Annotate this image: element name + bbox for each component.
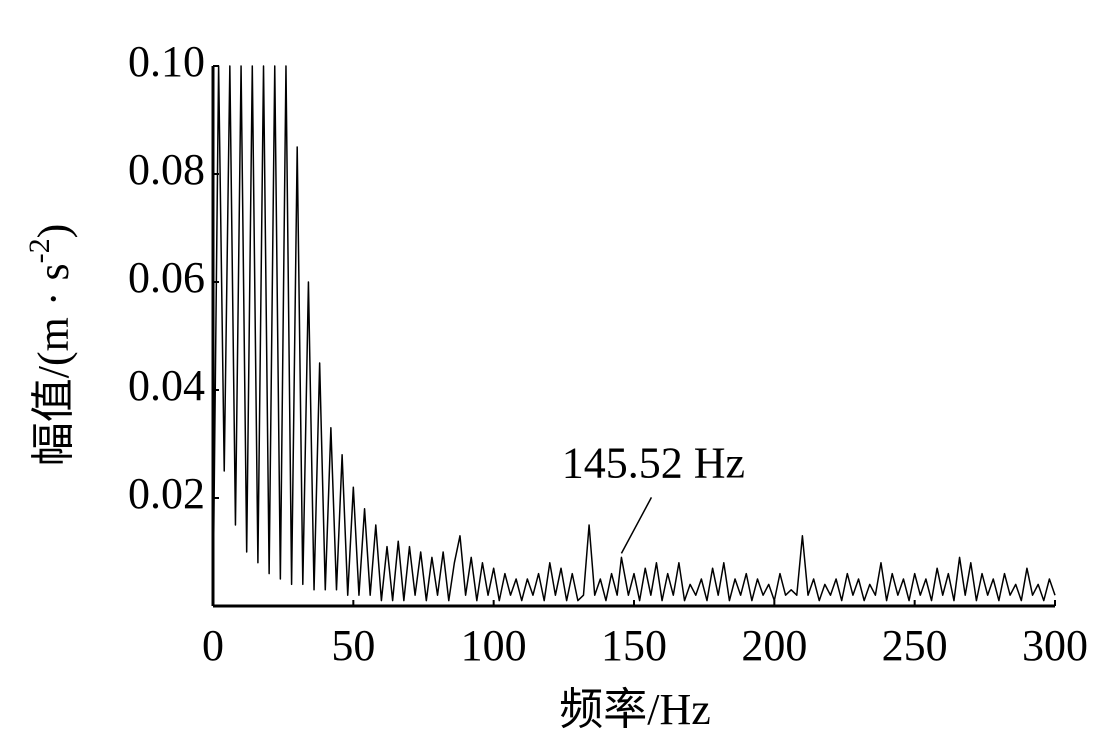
x-tick-label: 50 xyxy=(331,621,375,670)
x-tick-label: 100 xyxy=(461,621,527,670)
y-tick-label: 0.08 xyxy=(128,145,205,194)
y-label-close: ) xyxy=(29,224,78,239)
x-tick-label: 250 xyxy=(882,621,948,670)
y-axis-label: 幅值/(m · s-2) xyxy=(23,224,78,467)
y-label-sup: -2 xyxy=(23,238,56,263)
y-tick-label: 0.04 xyxy=(128,361,205,410)
x-axis-label: 频率/Hz xyxy=(559,685,711,734)
annotation-text: 145.52 Hz xyxy=(562,438,745,487)
spectrum-line xyxy=(212,65,1056,607)
annotation-leader xyxy=(620,497,653,554)
x-tick-label: 0 xyxy=(202,621,224,670)
y-tick-label: 0.02 xyxy=(128,469,205,518)
x-tick-label: 150 xyxy=(601,621,667,670)
y-tick-label: 0.06 xyxy=(128,253,205,302)
x-tick-label: 200 xyxy=(741,621,807,670)
x-tick-label: 300 xyxy=(1022,621,1088,670)
y-label-main: 幅值/(m · s xyxy=(29,263,78,466)
y-tick-label: 0.10 xyxy=(128,37,205,86)
